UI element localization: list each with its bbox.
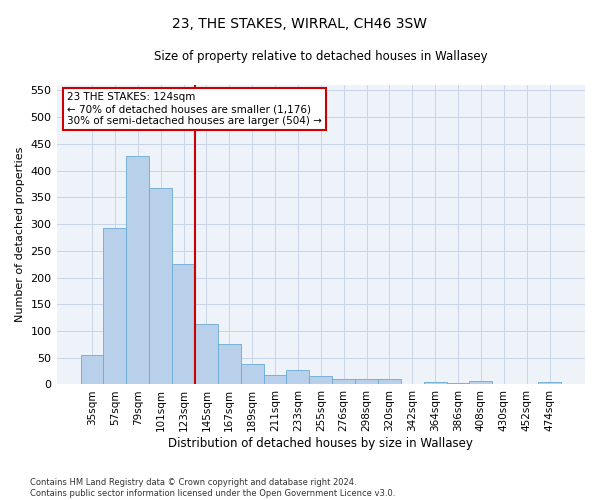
Bar: [424, 382, 446, 384]
Bar: [286, 370, 310, 384]
Bar: [241, 364, 263, 384]
Bar: [80, 355, 103, 384]
Bar: [172, 264, 195, 384]
Bar: [469, 381, 493, 384]
Text: Contains HM Land Registry data © Crown copyright and database right 2024.
Contai: Contains HM Land Registry data © Crown c…: [30, 478, 395, 498]
Bar: [149, 188, 172, 384]
Text: 23 THE STAKES: 124sqm
← 70% of detached houses are smaller (1,176)
30% of semi-d: 23 THE STAKES: 124sqm ← 70% of detached …: [67, 92, 322, 126]
Bar: [332, 379, 355, 384]
Bar: [378, 379, 401, 384]
Bar: [195, 324, 218, 384]
Bar: [446, 383, 469, 384]
Bar: [538, 382, 561, 384]
Bar: [310, 376, 332, 384]
Bar: [127, 156, 149, 384]
X-axis label: Distribution of detached houses by size in Wallasey: Distribution of detached houses by size …: [169, 437, 473, 450]
Title: Size of property relative to detached houses in Wallasey: Size of property relative to detached ho…: [154, 50, 488, 63]
Bar: [355, 379, 378, 384]
Bar: [218, 344, 241, 385]
Bar: [103, 228, 127, 384]
Bar: [263, 376, 286, 384]
Text: 23, THE STAKES, WIRRAL, CH46 3SW: 23, THE STAKES, WIRRAL, CH46 3SW: [173, 18, 427, 32]
Y-axis label: Number of detached properties: Number of detached properties: [15, 147, 25, 322]
